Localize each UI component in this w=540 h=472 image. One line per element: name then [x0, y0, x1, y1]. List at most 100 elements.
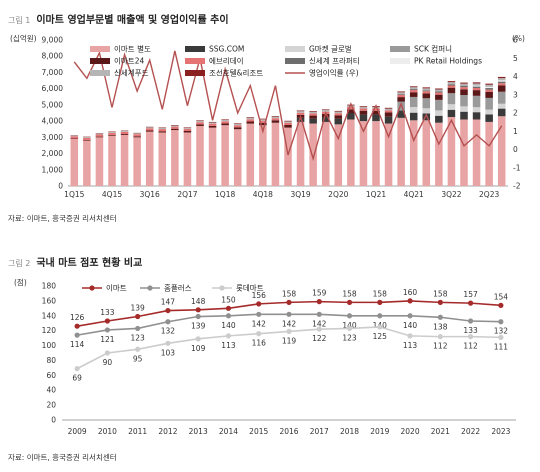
bar-segment: [70, 136, 79, 139]
bar-segment: [171, 125, 179, 127]
bar-segment: [485, 86, 493, 89]
data-point: [225, 305, 232, 311]
bar-segment: [409, 89, 418, 91]
data-point: [498, 319, 504, 325]
bar-segment: [70, 138, 79, 186]
legend-swatch: [90, 70, 110, 76]
y-tick-label-right: -2: [513, 182, 521, 191]
data-label: 133: [463, 326, 478, 335]
bar-segment: [284, 122, 292, 126]
bar-segment: [271, 116, 280, 117]
data-point: [195, 313, 201, 320]
bar-segment: [447, 93, 456, 105]
data-point: [407, 298, 413, 304]
bar-segment: [246, 123, 255, 186]
bar-segment: [422, 91, 431, 94]
data-point: [316, 299, 322, 305]
legend-label: 신세계푸드: [114, 68, 149, 78]
legend-label: 에브리데이: [209, 56, 244, 66]
y-tick-label-left: 8,000: [42, 52, 64, 61]
legend-marker: [219, 285, 225, 291]
data-label: 112: [433, 342, 448, 351]
legend-swatch: [90, 58, 110, 64]
data-label: 142: [312, 319, 327, 328]
y-tick-label-left: 1,000: [42, 165, 64, 174]
bar-segment: [271, 118, 280, 121]
bar-segment: [472, 83, 481, 86]
x-tick-label: 4Q15: [102, 190, 122, 199]
bar-segment: [485, 89, 493, 92]
figure-2-source: 자료: 이마트, 흥국증권 리서치센터: [8, 453, 117, 462]
data-point: [346, 299, 353, 305]
data-point: [377, 299, 383, 305]
data-label: 123: [342, 333, 357, 342]
bar-segment: [83, 139, 91, 141]
bar-segment: [485, 91, 493, 98]
bar-segment: [447, 85, 456, 88]
y-tick-label-left: 6,000: [42, 84, 64, 93]
data-point: [135, 325, 141, 332]
bar-segment: [447, 117, 456, 186]
bar-segment: [158, 129, 167, 132]
bar-segment: [472, 90, 481, 96]
x-tick-label: 4Q21: [404, 190, 424, 199]
data-label: 119: [282, 336, 297, 345]
bar-segment: [83, 140, 91, 186]
bar-segment: [133, 137, 141, 186]
bar-segment: [259, 119, 267, 121]
bar-segment: [259, 120, 267, 123]
data-point: [256, 301, 262, 307]
data-label: 138: [433, 322, 448, 331]
bar-segment: [259, 122, 267, 126]
bar-segment: [472, 112, 481, 120]
bar-segment: [435, 122, 443, 186]
bar-segment: [497, 81, 506, 84]
bar-segment: [309, 113, 317, 116]
data-label: 112: [463, 342, 478, 351]
bar-segment: [372, 114, 380, 122]
y-tick-label-left: 5,000: [42, 100, 64, 109]
bar-segment: [246, 121, 255, 124]
x-tick-label: 3Q16: [140, 190, 160, 199]
bar-segment: [233, 127, 242, 130]
data-point: [225, 333, 232, 339]
y-tick-label-left: 3,000: [42, 133, 64, 142]
x-tick-label: 2018: [340, 427, 359, 436]
y-tick-label: 140: [42, 311, 57, 320]
bar-segment: [435, 110, 443, 116]
x-tick-label: 2020: [401, 427, 420, 436]
bar-segment: [472, 82, 481, 84]
legend-swatch: [185, 58, 205, 64]
x-tick-label: 1Q15: [64, 190, 84, 199]
y-tick-label: 120: [42, 326, 57, 335]
bar-segment: [460, 82, 468, 84]
data-label: 116: [252, 339, 267, 348]
y-tick-label-left: 7,000: [42, 68, 64, 77]
bar-segment: [447, 109, 456, 118]
bar-segment: [485, 121, 493, 186]
bar-segment: [460, 85, 468, 88]
x-tick-label: 1Q21: [366, 190, 386, 199]
bar-segment: [183, 132, 192, 186]
bar-segment: [472, 88, 481, 91]
data-point: [437, 314, 443, 320]
bar-segment: [497, 116, 506, 186]
y-axis-unit-right: (%): [512, 34, 525, 43]
figure-2-title-text: 국내 마트 점포 현황 비교: [36, 258, 143, 269]
data-label: 154: [494, 292, 509, 301]
bar-segment: [397, 117, 405, 186]
legend-label: 신세계 프라퍼티: [309, 56, 360, 66]
bar-segment: [422, 93, 431, 99]
bar-segment: [246, 117, 255, 118]
bar-segment: [485, 84, 493, 87]
y-tick-label: 80: [46, 356, 56, 365]
data-point: [165, 319, 171, 325]
bar-segment: [196, 120, 204, 123]
bar-segment: [472, 86, 481, 89]
bar-segment: [196, 125, 204, 186]
y-tick-label: 20: [46, 401, 56, 410]
data-label: 158: [373, 289, 388, 298]
bar-segment: [246, 117, 255, 120]
bar-segment: [422, 88, 431, 91]
